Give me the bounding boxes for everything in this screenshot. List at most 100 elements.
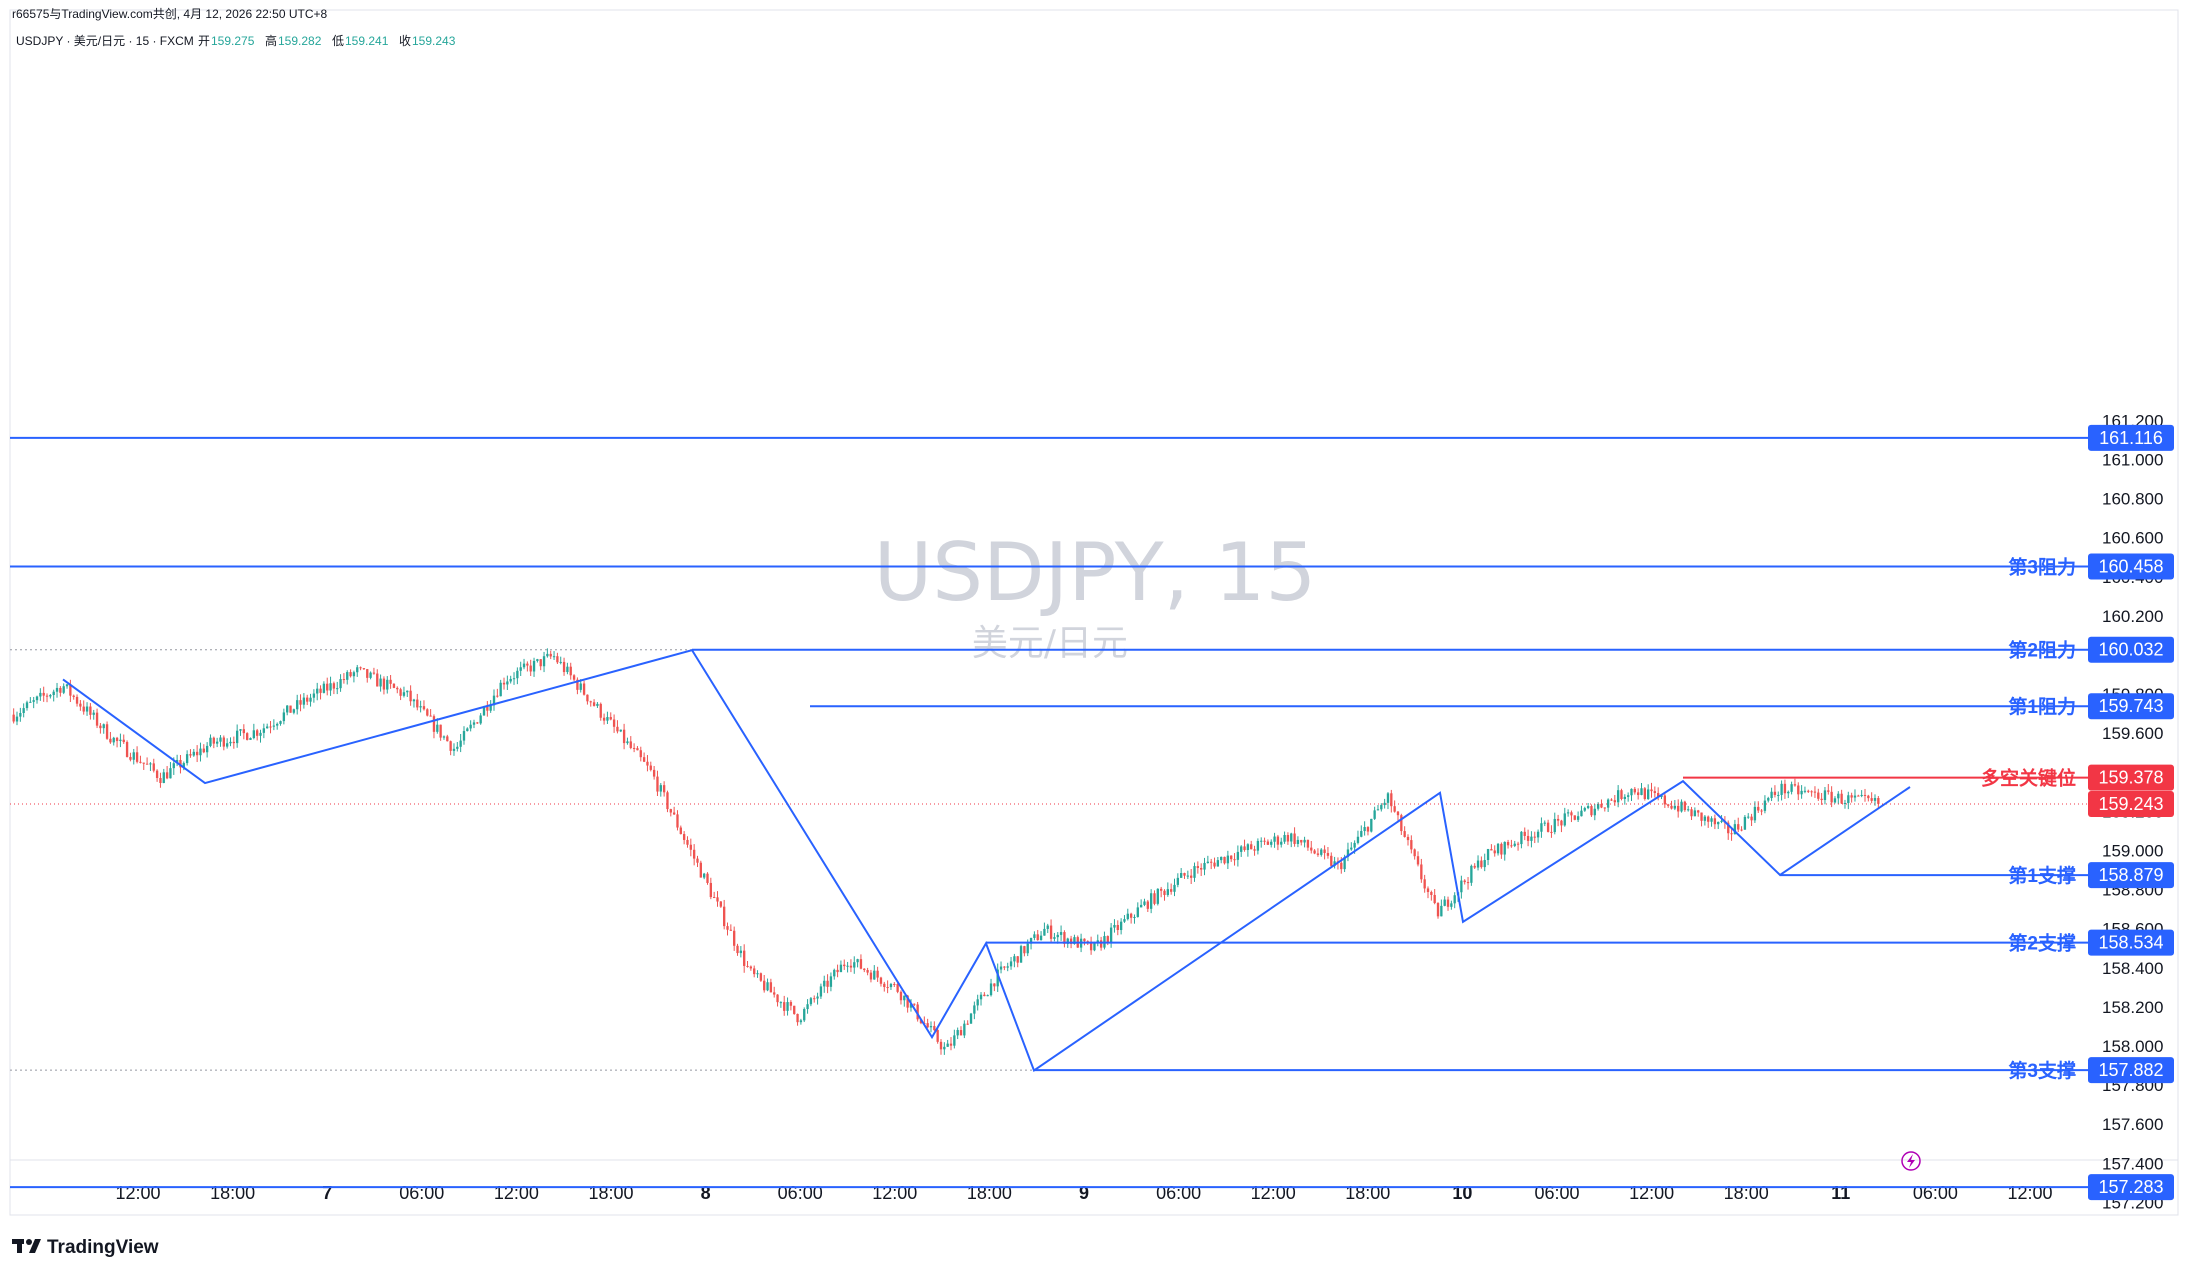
candle-body [1523, 831, 1526, 836]
candle-body [1620, 790, 1623, 799]
candle-body [1793, 784, 1797, 786]
candle-body [1576, 816, 1580, 820]
candle-body [956, 1030, 959, 1036]
candle-body [1470, 865, 1473, 883]
level-name: 多空关键位 [1981, 767, 2076, 790]
candle-body [302, 697, 306, 705]
candle-body [1353, 842, 1356, 848]
candle-body [1416, 856, 1420, 865]
candle-body [1413, 849, 1416, 857]
symbol-legend[interactable]: USDJPY · 美元/日元 · 15 · FXCM 开 159.275 高 159.… [16, 33, 456, 48]
candle-body [472, 722, 476, 725]
candle-body [1343, 856, 1346, 870]
candle-body [322, 683, 326, 693]
candle-body [1360, 831, 1363, 837]
candle-body [1203, 862, 1206, 870]
watermark-name: 美元/日元 [972, 623, 1128, 664]
candle-body [1540, 823, 1543, 832]
candle-body [1313, 850, 1316, 854]
candle-body [1777, 794, 1780, 796]
candle-body [1073, 937, 1076, 944]
tradingview-logo[interactable]: TradingView [12, 1237, 159, 1258]
candle-body [1740, 829, 1743, 831]
candle-body [246, 733, 249, 740]
candle-body [729, 929, 733, 931]
price-label-box [2088, 693, 2174, 720]
ohlc-label: 开 [198, 34, 210, 48]
candle-body [1800, 790, 1803, 795]
candle-body [1243, 846, 1246, 851]
candle-body [476, 722, 479, 724]
level-name: 第3阻力 [2008, 555, 2076, 578]
candle-body [723, 906, 726, 927]
candle-body [1476, 860, 1480, 868]
candle-body [532, 660, 536, 672]
candle-body [1166, 889, 1169, 895]
price-label-text: 160.458 [2098, 556, 2163, 576]
candle-body [272, 725, 276, 727]
lightning-icon[interactable] [1901, 1151, 1921, 1171]
candle-body [162, 772, 165, 783]
candle-body [1463, 880, 1466, 883]
candle-body [1056, 934, 1059, 938]
candle-body [1730, 833, 1733, 835]
candle-body [209, 737, 212, 746]
candle-body [419, 706, 422, 708]
candle-body [869, 972, 873, 980]
candle-body [35, 696, 39, 701]
candle-body [102, 724, 105, 729]
candle-body [572, 675, 576, 680]
candle-body [786, 1002, 789, 1011]
candle-body [1667, 804, 1670, 806]
x-axis[interactable]: 12:00 18:00 7 06:00 12:00 18:00 8 06:00 12:00 18:… [115, 1183, 2052, 1203]
candle-body [1193, 866, 1196, 878]
candle-body [1426, 888, 1430, 892]
candle-body [1096, 940, 1099, 942]
candle-body [356, 667, 359, 673]
candle-body [1106, 936, 1109, 943]
candle-body [1053, 937, 1056, 939]
candle-body [139, 761, 142, 763]
candle-body [1873, 798, 1877, 801]
candle-body [1857, 795, 1860, 797]
candle-body [426, 709, 429, 716]
candle-body [1653, 791, 1657, 793]
candle-body [542, 656, 546, 667]
x-tick-label: 18:00 [967, 1183, 1012, 1203]
candle-body [843, 964, 846, 967]
candle-body [129, 756, 132, 760]
ohlc-label: 高 [265, 33, 277, 48]
candle-body [1396, 811, 1400, 816]
level-lines[interactable] [10, 436, 2088, 1189]
candle-body [402, 692, 406, 696]
candle-body [1616, 790, 1620, 803]
level-name: 第1阻力 [2008, 695, 2076, 718]
candle-body [1316, 853, 1320, 855]
candle-body [1200, 867, 1203, 870]
candle-body [1296, 839, 1300, 844]
candle-body [883, 983, 886, 988]
candle-body [346, 672, 349, 680]
candle-body [432, 716, 436, 732]
candle-body [853, 962, 856, 968]
candle-body [562, 661, 566, 673]
zigzag-drawing[interactable] [62, 648, 1911, 1073]
candle-body [1440, 905, 1443, 917]
level-name: 第3支撑 [2008, 1059, 2076, 1082]
candle-body [1663, 795, 1667, 805]
candle-body [679, 827, 682, 835]
candle-body [1593, 808, 1596, 816]
candle-body [42, 692, 45, 696]
candle-body [112, 737, 115, 743]
candle-body [1340, 862, 1343, 870]
ohlc-values: 开 159.275 高 159.282 低 159.241 收 159.243 [198, 33, 456, 48]
candle-body [1810, 791, 1813, 793]
candle-body [1767, 798, 1770, 801]
candle-body [1690, 809, 1693, 817]
candle-body [1757, 806, 1760, 811]
candle-body [1623, 796, 1626, 799]
candle-body [29, 701, 32, 703]
candle-body [866, 970, 869, 973]
candle-body [232, 741, 235, 744]
